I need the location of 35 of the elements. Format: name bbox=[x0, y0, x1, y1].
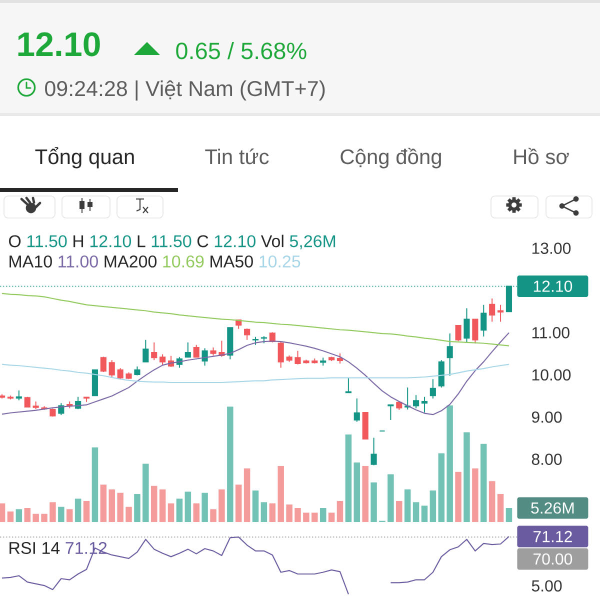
y-tick-label: 11.00 bbox=[532, 327, 570, 338]
y-tick-label: 10.00 bbox=[532, 369, 571, 381]
text: Vol bbox=[260, 234, 284, 248]
text: 5.26M bbox=[531, 502, 574, 514]
text: Cộng đồng bbox=[340, 148, 441, 168]
text: 12.10 bbox=[18, 32, 100, 56]
text: 12.10 bbox=[214, 235, 256, 248]
text: 0.65 / 5.68% bbox=[176, 42, 306, 60]
y-tick-label: 9.00 bbox=[532, 411, 562, 423]
text: 09:24:28 | Việt Nam (GMT+7) bbox=[45, 80, 325, 101]
text: C bbox=[197, 235, 208, 248]
annotation: 10.69 bbox=[163, 255, 204, 268]
annotation: MA10 bbox=[10, 255, 52, 268]
annotation: MA200 bbox=[104, 255, 157, 268]
text: Tin tức bbox=[205, 148, 269, 164]
text: L bbox=[138, 235, 146, 248]
text: Hồ sơ bbox=[514, 148, 569, 164]
text: 71.12 bbox=[534, 530, 572, 542]
text: 11.50 bbox=[27, 235, 67, 248]
chart-title: RSI 14 bbox=[10, 542, 60, 554]
annotation: 10.25 bbox=[260, 255, 300, 268]
y-tick-label: 8.00 bbox=[532, 454, 562, 465]
annotation: 71.12 bbox=[66, 542, 107, 554]
y-tick-label: 5.00 bbox=[532, 580, 562, 592]
text: H bbox=[74, 235, 84, 248]
text: 11.50 bbox=[152, 235, 192, 248]
text: O bbox=[9, 235, 21, 248]
text: 12.10 bbox=[90, 235, 132, 248]
annotation: 5,26M bbox=[290, 235, 336, 250]
text: Tổng quan bbox=[35, 147, 134, 168]
y-tick-label: 13.00 bbox=[532, 242, 571, 254]
ref-line-label: 12.10 bbox=[534, 280, 572, 292]
annotation: MA50 bbox=[210, 255, 253, 268]
annotation: 11.00 bbox=[58, 255, 98, 268]
text: 70.00 bbox=[534, 553, 572, 565]
